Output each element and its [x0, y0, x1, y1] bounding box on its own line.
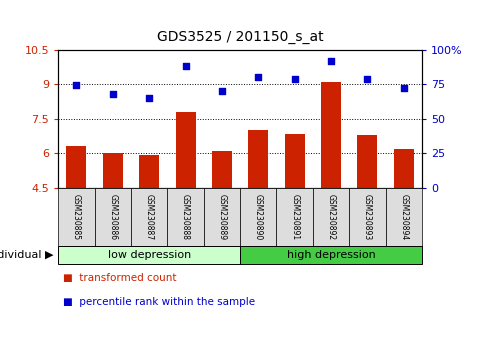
- Bar: [357, 135, 377, 188]
- Title: GDS3525 / 201150_s_at: GDS3525 / 201150_s_at: [156, 30, 323, 44]
- Text: GSM230890: GSM230890: [253, 194, 262, 240]
- Bar: [139, 155, 159, 188]
- Point: [108, 91, 116, 97]
- Text: GSM230893: GSM230893: [362, 194, 371, 240]
- Text: low depression: low depression: [107, 250, 190, 260]
- Text: GSM230886: GSM230886: [108, 194, 117, 240]
- Point: [181, 63, 189, 69]
- Bar: [393, 149, 413, 188]
- Bar: [212, 151, 231, 188]
- Text: GSM230891: GSM230891: [289, 194, 299, 240]
- Point: [290, 76, 298, 81]
- Text: GSM230894: GSM230894: [398, 194, 408, 240]
- Text: GSM230888: GSM230888: [181, 194, 190, 240]
- Text: GSM230889: GSM230889: [217, 194, 226, 240]
- Point: [363, 76, 370, 81]
- Text: GSM230892: GSM230892: [326, 194, 335, 240]
- Text: individual ▶: individual ▶: [0, 250, 53, 260]
- Text: ■  percentile rank within the sample: ■ percentile rank within the sample: [63, 297, 255, 307]
- Bar: [103, 153, 122, 188]
- Bar: [175, 112, 195, 188]
- Point: [145, 95, 153, 101]
- Text: ■  transformed count: ■ transformed count: [63, 273, 176, 282]
- Bar: [66, 146, 86, 188]
- Point: [399, 85, 407, 91]
- Bar: [320, 82, 340, 188]
- Text: high depression: high depression: [286, 250, 375, 260]
- Text: GSM230887: GSM230887: [144, 194, 153, 240]
- Point: [254, 74, 261, 80]
- Bar: [248, 130, 268, 188]
- Point: [72, 82, 80, 88]
- Point: [326, 58, 334, 63]
- Bar: [284, 133, 304, 188]
- Text: GSM230885: GSM230885: [72, 194, 81, 240]
- Point: [217, 88, 225, 94]
